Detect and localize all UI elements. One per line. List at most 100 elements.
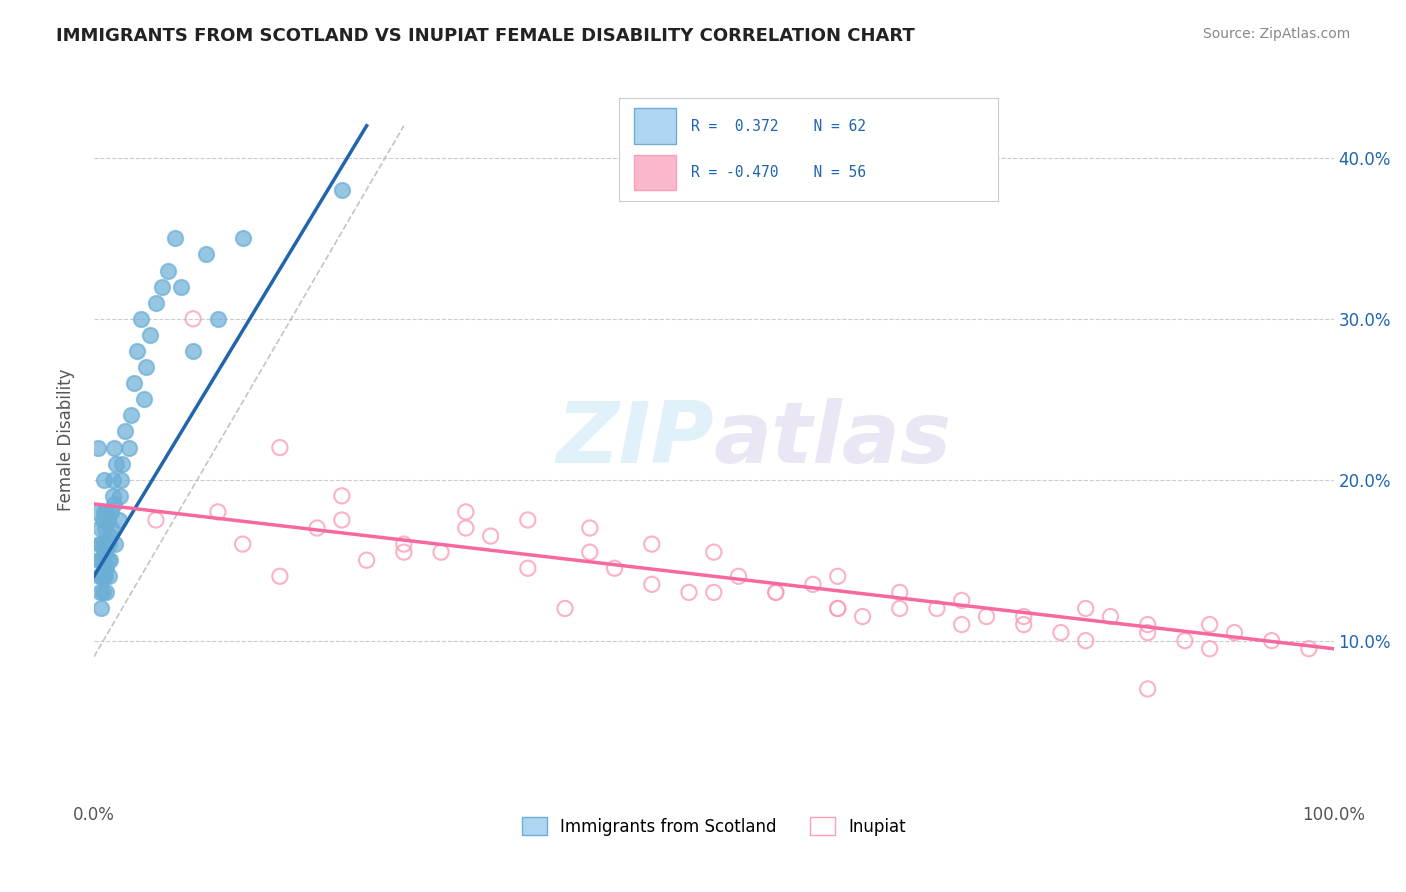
Point — [87, 569, 110, 583]
Point — [101, 489, 124, 503]
Point — [430, 545, 453, 559]
Point — [117, 441, 139, 455]
Point — [145, 513, 167, 527]
Point — [107, 513, 129, 527]
Point — [94, 545, 117, 559]
Point — [1136, 625, 1159, 640]
Point — [801, 577, 824, 591]
Point — [1260, 633, 1282, 648]
Point — [103, 441, 125, 455]
Text: atlas: atlas — [714, 398, 952, 481]
Point — [114, 425, 136, 439]
Point — [889, 585, 911, 599]
Point — [90, 537, 112, 551]
Point — [104, 537, 127, 551]
Point — [392, 537, 415, 551]
Point — [170, 279, 193, 293]
Point — [145, 295, 167, 310]
Point — [950, 617, 973, 632]
Bar — [634, 154, 675, 190]
Point — [96, 537, 118, 551]
Point — [641, 577, 664, 591]
Point — [578, 521, 600, 535]
Point — [89, 553, 111, 567]
Point — [330, 489, 353, 503]
Point — [194, 247, 217, 261]
Point — [554, 601, 576, 615]
Text: R =  0.372    N = 62: R = 0.372 N = 62 — [690, 119, 866, 134]
Legend: Immigrants from Scotland, Inupiat: Immigrants from Scotland, Inupiat — [513, 809, 914, 844]
Point — [765, 585, 787, 599]
Point — [232, 231, 254, 245]
Y-axis label: Female Disability: Female Disability — [58, 368, 75, 511]
Point — [93, 537, 115, 551]
Point — [135, 360, 157, 375]
Point — [1298, 641, 1320, 656]
Point — [96, 585, 118, 599]
Point — [307, 521, 329, 535]
Point — [91, 513, 114, 527]
Point — [96, 561, 118, 575]
Point — [105, 457, 128, 471]
Point — [703, 585, 725, 599]
Point — [181, 343, 204, 358]
Point — [1198, 617, 1220, 632]
Point — [90, 569, 112, 583]
Point — [89, 585, 111, 599]
Point — [90, 601, 112, 615]
Point — [330, 513, 353, 527]
Point — [603, 561, 626, 575]
Point — [96, 505, 118, 519]
Point — [827, 601, 849, 615]
Point — [138, 327, 160, 342]
Point — [641, 537, 664, 551]
Point — [330, 183, 353, 197]
Point — [1174, 633, 1197, 648]
Point — [207, 505, 229, 519]
Point — [578, 545, 600, 559]
Point — [87, 537, 110, 551]
Text: IMMIGRANTS FROM SCOTLAND VS INUPIAT FEMALE DISABILITY CORRELATION CHART: IMMIGRANTS FROM SCOTLAND VS INUPIAT FEMA… — [56, 27, 915, 45]
Point — [356, 553, 378, 567]
Point — [91, 553, 114, 567]
Bar — [634, 108, 675, 145]
Point — [163, 231, 186, 245]
Point — [516, 513, 538, 527]
Point — [97, 569, 120, 583]
Point — [150, 279, 173, 293]
Point — [97, 553, 120, 567]
Point — [232, 537, 254, 551]
Point — [122, 376, 145, 391]
Point — [269, 569, 291, 583]
Point — [127, 343, 149, 358]
Point — [110, 473, 132, 487]
Point — [111, 457, 134, 471]
Point — [1099, 609, 1122, 624]
Point — [1223, 625, 1246, 640]
Point — [454, 521, 477, 535]
Point — [157, 263, 180, 277]
Point — [479, 529, 502, 543]
Point — [103, 497, 125, 511]
Point — [703, 545, 725, 559]
Text: Source: ZipAtlas.com: Source: ZipAtlas.com — [1202, 27, 1350, 41]
Point — [1074, 633, 1097, 648]
Point — [678, 585, 700, 599]
Point — [132, 392, 155, 407]
Point — [100, 521, 122, 535]
Point — [727, 569, 749, 583]
Point — [101, 473, 124, 487]
Point — [1050, 625, 1073, 640]
Point — [91, 585, 114, 599]
Point — [94, 521, 117, 535]
Point — [765, 585, 787, 599]
Point — [454, 505, 477, 519]
Point — [207, 311, 229, 326]
Point — [86, 441, 108, 455]
Point — [86, 553, 108, 567]
Point — [1074, 601, 1097, 615]
Point — [89, 521, 111, 535]
Point — [93, 473, 115, 487]
Point — [93, 569, 115, 583]
Point — [950, 593, 973, 607]
